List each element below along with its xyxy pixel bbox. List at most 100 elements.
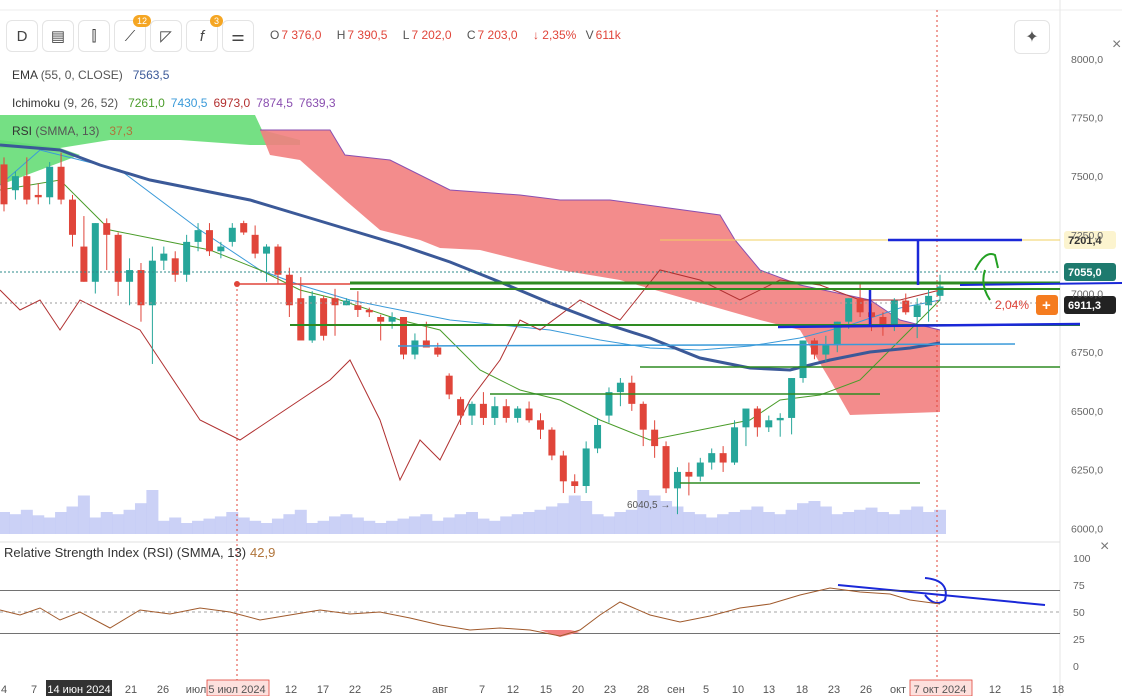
volume-bar [694, 514, 707, 534]
candle-body [68, 199, 76, 235]
volume-bar [32, 515, 45, 534]
ichimoku-cloud-green [0, 115, 300, 148]
volume-bar [431, 520, 444, 534]
settings-sliders-icon[interactable]: ⚌ [222, 20, 254, 52]
interval-button[interactable]: D [6, 20, 38, 52]
candle-body [228, 227, 236, 242]
rsi-panel-value: 42,9 [250, 545, 276, 560]
volume-bar [682, 512, 695, 534]
drawing-tools-button[interactable]: ⟋ 12 [114, 15, 151, 52]
ohlc-low: 7 202,0 [411, 28, 452, 42]
candle-body [651, 429, 659, 447]
x-tick-label: сен [667, 684, 685, 696]
rsi-panel-title-text: Relative Strength Index (RSI) (SMMA, 13) [4, 545, 247, 560]
candle-body [46, 166, 54, 198]
y-tick-label: 7750,0 [1071, 112, 1103, 124]
candles-icon[interactable]: ⫿ [78, 20, 110, 52]
x-tick-label: 5 июл 2024 [208, 684, 265, 696]
candle-body [868, 312, 876, 317]
chart-type-icon[interactable]: ▤ [42, 20, 74, 52]
volume-bar [180, 523, 193, 534]
x-tick-label: 7 окт 2024 [914, 684, 967, 696]
volume-bar [123, 509, 136, 534]
volume-bar [500, 516, 513, 534]
ohlc-open-label: O [270, 28, 280, 42]
volume-bar [934, 509, 946, 534]
x-tick-label: 12 [989, 684, 1001, 696]
candle-body [251, 234, 259, 254]
volume-bar [591, 514, 604, 534]
x-tick-label: 18 [796, 684, 808, 696]
ema-legend[interactable]: EMA (55, 0, CLOSE) 7563,5 [8, 68, 175, 82]
indicators-count-badge: 3 [209, 15, 223, 27]
volume-bar [112, 514, 125, 534]
x-tick-label: 15 [1020, 684, 1032, 696]
candle-body [799, 340, 807, 379]
volume-bar [408, 516, 421, 534]
volume-bar [797, 503, 810, 534]
volume-bar [20, 509, 33, 534]
x-tick-label: 5 [703, 684, 709, 696]
volume-bar [192, 520, 205, 534]
volume-bar [226, 512, 239, 534]
chikou-line [0, 269, 941, 482]
price-label-yellow-bg [1064, 231, 1116, 249]
candle-body [80, 246, 88, 282]
ema-name: EMA (55, 0, CLOSE) [12, 68, 123, 82]
candle-body [23, 176, 31, 200]
y-tick-label: 7500,0 [1071, 171, 1103, 183]
candle-body [776, 417, 784, 421]
volume-bar [648, 495, 661, 534]
volume-bar [329, 516, 342, 534]
candle-body [126, 270, 134, 282]
volume-bar [876, 512, 889, 534]
candle-body [148, 260, 156, 306]
volume-bar [306, 523, 319, 534]
x-tick-label: 12 [285, 684, 297, 696]
volume-bar [77, 495, 90, 534]
candle-body [445, 375, 453, 395]
candle-body [377, 316, 385, 322]
close-chart-icon[interactable]: × [1112, 36, 1122, 53]
volume-bar [580, 501, 593, 534]
candle-body [902, 300, 910, 313]
x-tick-label: 23 [828, 684, 840, 696]
ai-sparkle-button[interactable]: ✦ [1014, 20, 1050, 54]
volume-bar [374, 523, 387, 534]
volume-bar [9, 514, 22, 534]
y-tick-label: 8000,0 [1071, 54, 1103, 66]
rsi-panel-title: Relative Strength Index (RSI) (SMMA, 13)… [4, 545, 275, 560]
candle-body [502, 406, 510, 418]
drawing-count-badge: 12 [132, 15, 151, 27]
candle-body [479, 403, 487, 418]
x-tick-selected [909, 679, 973, 696]
candle-body [879, 316, 887, 327]
volume-bar [146, 490, 159, 534]
volume-bar [899, 509, 912, 534]
candle-body [719, 453, 727, 463]
ichimoku-legend[interactable]: Ichimoku (9, 26, 52) 7261,0 7430,5 6973,0 78… [8, 96, 342, 110]
candle-body [263, 246, 271, 254]
ohlc-high: 7 390,5 [347, 28, 388, 42]
volume-bar [317, 520, 330, 534]
volume-bar [614, 512, 627, 534]
ruler-icon[interactable]: ◸ [150, 20, 182, 52]
volume-bar [739, 509, 752, 534]
x-tick-selected [206, 679, 270, 696]
ichimoku-name: Ichimoku (9, 26, 52) [12, 96, 119, 110]
volume-bar [66, 506, 79, 534]
close-rsi-icon[interactable]: × [1100, 538, 1110, 555]
x-tick-label: 17 [317, 684, 329, 696]
price-label-current-bg [1064, 296, 1116, 314]
volume-bar [294, 509, 307, 534]
candle-body [285, 274, 293, 306]
volume-bar [831, 514, 844, 534]
candle-body [331, 298, 339, 306]
ohlc-volume-label: V [585, 28, 594, 42]
x-tick-label: 21 [125, 684, 137, 696]
rsi-legend[interactable]: RSI (SMMA, 13) 37,3 [8, 124, 139, 138]
